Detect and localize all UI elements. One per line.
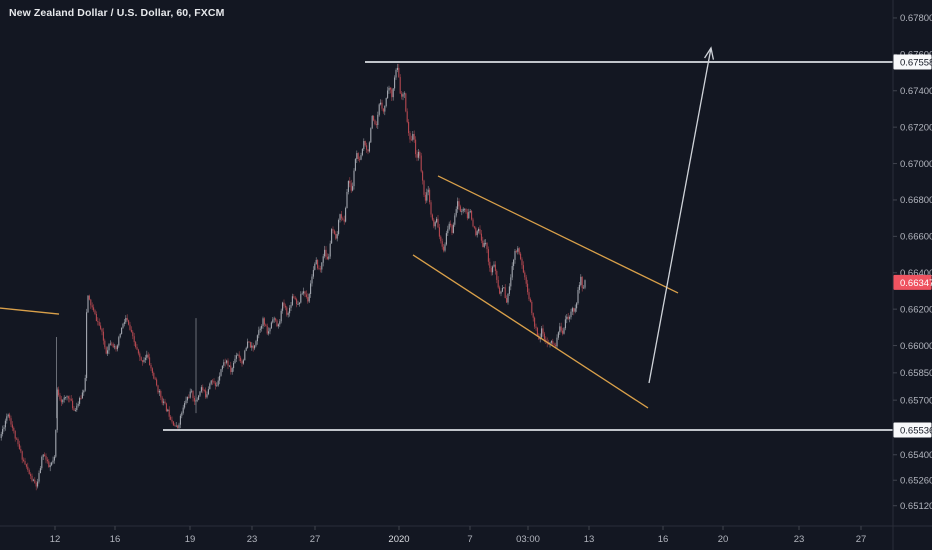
svg-text:20: 20 — [718, 534, 729, 545]
channel-lower[interactable] — [412, 254, 649, 409]
svg-text:13: 13 — [584, 534, 595, 545]
left-segment[interactable] — [0, 307, 60, 315]
svg-text:0.67000: 0.67000 — [900, 159, 932, 170]
svg-text:19: 19 — [185, 534, 196, 545]
svg-text:16: 16 — [110, 534, 121, 545]
svg-text:12: 12 — [50, 534, 61, 545]
trendline-channel[interactable] — [0, 175, 679, 409]
time-scale[interactable]: 12 16 19 23 27 2020 7 03:00 13 16 20 23 27 — [50, 526, 867, 545]
level-price-label: 0.65536 — [893, 422, 932, 438]
svg-text:03:00: 03:00 — [516, 534, 540, 545]
svg-text:0.65260: 0.65260 — [900, 475, 932, 486]
svg-text:0.67558: 0.67558 — [900, 57, 932, 68]
svg-text:0.65700: 0.65700 — [900, 395, 932, 406]
svg-text:27: 27 — [856, 534, 867, 545]
svg-text:23: 23 — [794, 534, 805, 545]
level-price-label: 0.67558 — [893, 54, 932, 70]
svg-text:0.65120: 0.65120 — [900, 501, 932, 512]
projection-arrow[interactable] — [648, 46, 715, 384]
svg-text:0.66800: 0.66800 — [900, 195, 932, 206]
last-price-label: 0.66347 — [893, 274, 932, 290]
price-axis-labels: 0.67558 0.66347 0.65536 — [893, 54, 932, 438]
svg-text:0.67400: 0.67400 — [900, 86, 932, 97]
svg-text:0.66200: 0.66200 — [900, 304, 932, 315]
svg-text:23: 23 — [247, 534, 258, 545]
svg-text:0.65536: 0.65536 — [900, 425, 932, 436]
candles-layer[interactable] — [0, 63, 586, 491]
svg-text:0.66347: 0.66347 — [900, 278, 932, 289]
svg-text:0.67800: 0.67800 — [900, 13, 932, 24]
svg-text:7: 7 — [467, 534, 472, 545]
svg-text:27: 27 — [310, 534, 321, 545]
svg-text:0.65400: 0.65400 — [900, 450, 932, 461]
svg-text:0.66400: 0.66400 — [900, 268, 932, 279]
svg-text:2020: 2020 — [388, 534, 409, 545]
horizontal-level-lines[interactable] — [163, 61, 893, 431]
svg-text:0.66600: 0.66600 — [900, 232, 932, 243]
svg-text:16: 16 — [658, 534, 669, 545]
symbol-title[interactable]: New Zealand Dollar / U.S. Dollar, 60, FX… — [9, 7, 225, 19]
svg-text:0.65850: 0.65850 — [900, 368, 932, 379]
svg-text:0.66000: 0.66000 — [900, 341, 932, 352]
svg-text:0.67200: 0.67200 — [900, 122, 932, 133]
channel-upper[interactable] — [437, 175, 679, 294]
